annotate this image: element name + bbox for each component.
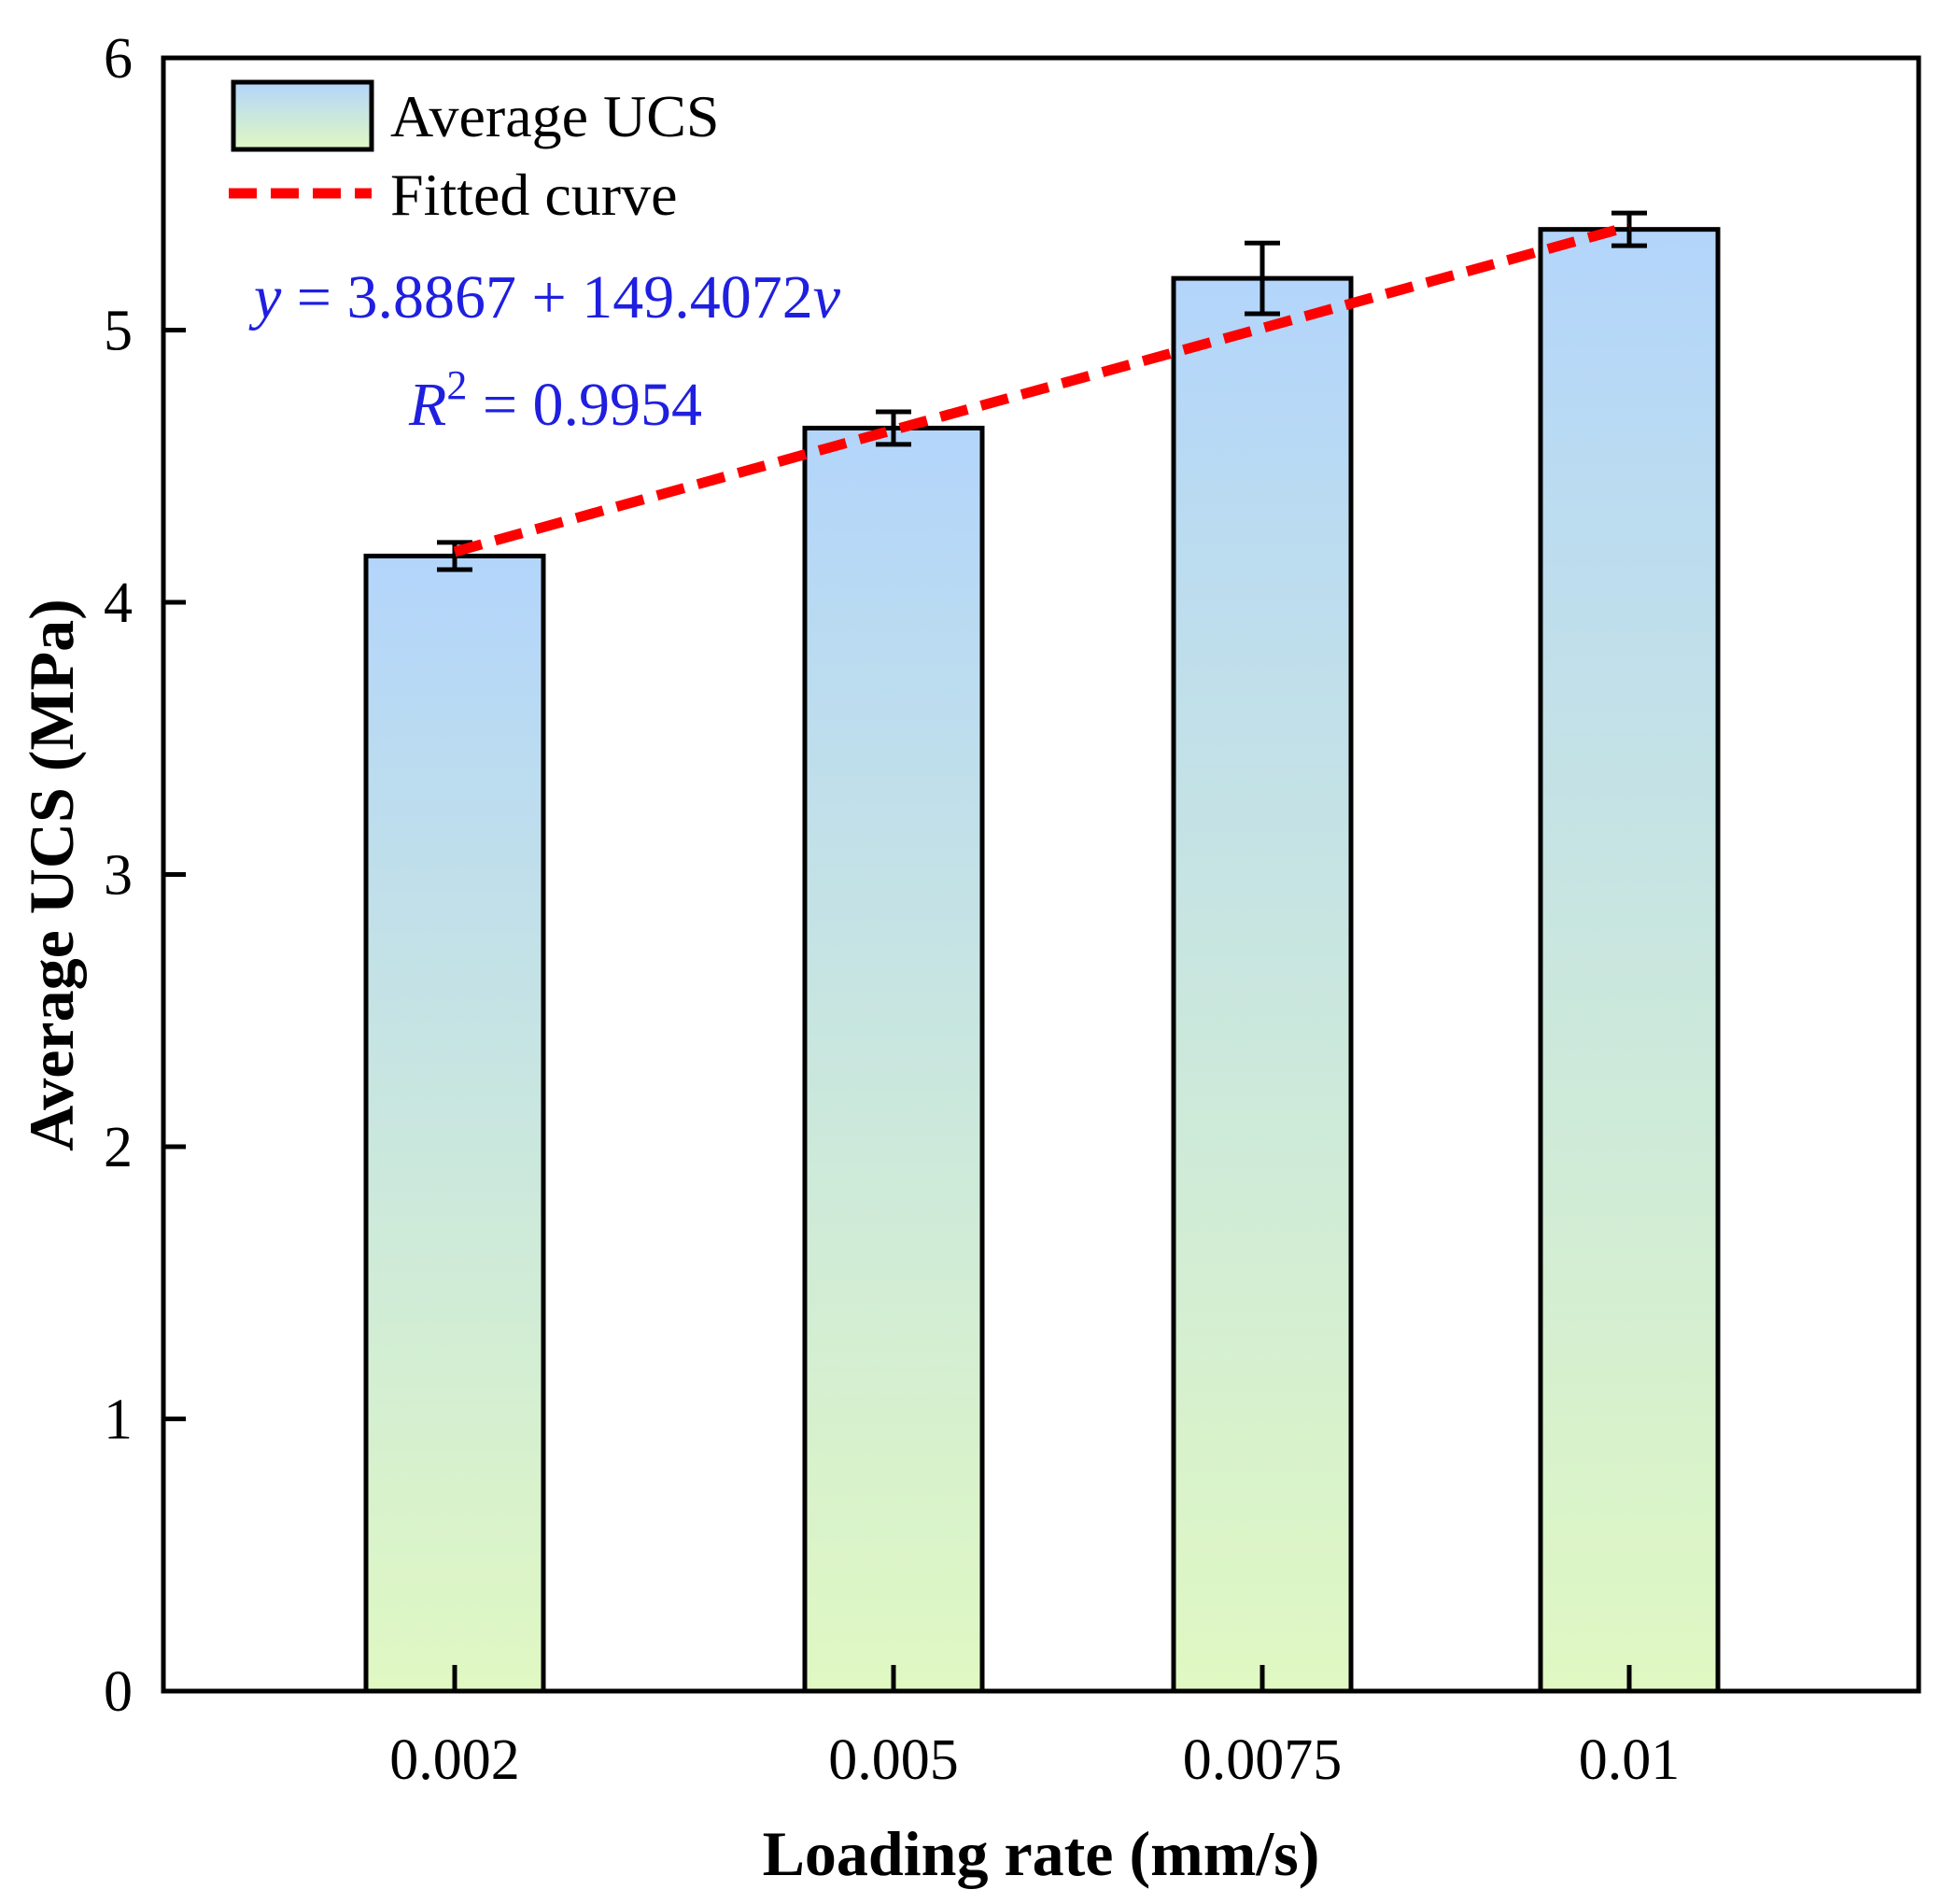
y-ticks-layer: 0 1 2 3 4 5 6: [104, 27, 186, 1724]
y-tick-label-4: 4: [104, 571, 133, 635]
y-tick-label-5: 5: [104, 300, 133, 363]
legend-label-average-ucs: Average UCS: [390, 83, 720, 149]
bars-layer: [363, 227, 1721, 1694]
x-tick-label-0.002: 0.002: [389, 1728, 520, 1792]
r-value: = 0.9954: [467, 371, 702, 439]
x-ticks-layer: 0.002 0.005 0.0075 0.01: [389, 1665, 1680, 1792]
fitted-curve-line: [453, 221, 1631, 557]
error-bar-0.0075: [1245, 240, 1280, 317]
y-tick-label-6: 6: [104, 27, 133, 91]
bar-0.01: [1538, 227, 1721, 1694]
error-bar-0.01: [1611, 210, 1647, 248]
fit-r-squared: R2 = 0.9954: [408, 362, 702, 439]
x-tick-label-0.005: 0.005: [828, 1728, 959, 1792]
y-tick-label-0: 0: [104, 1660, 133, 1724]
fit-equation: y = 3.8867 + 149.4072v: [248, 263, 841, 331]
y-tick-label-2: 2: [104, 1116, 133, 1179]
eq-rhs: = 3.8867 + 149.4072: [281, 263, 812, 331]
r-symbol: R: [408, 371, 446, 439]
y-tick-label-1: 1: [104, 1389, 133, 1452]
error-bar-0.005: [876, 409, 911, 447]
r-exponent: 2: [446, 362, 467, 408]
error-bars-layer: [437, 210, 1647, 572]
legend: Average UCS Fitted curve: [229, 79, 720, 228]
legend-bar-swatch: [231, 79, 374, 152]
bar-0.005: [802, 425, 985, 1694]
bar-0.0075: [1171, 275, 1354, 1694]
eq-y: y: [248, 263, 282, 331]
y-axis-title: Average UCS (MPa): [16, 599, 87, 1151]
x-tick-label-0.01: 0.01: [1579, 1728, 1681, 1792]
x-axis-title: Loading rate (mm/s): [763, 1818, 1320, 1889]
bar-0.002: [363, 553, 546, 1694]
x-tick-label-0.0075: 0.0075: [1183, 1728, 1343, 1792]
y-tick-label-3: 3: [104, 844, 133, 908]
eq-v: v: [813, 263, 841, 331]
legend-label-fitted-curve: Fitted curve: [390, 162, 677, 228]
